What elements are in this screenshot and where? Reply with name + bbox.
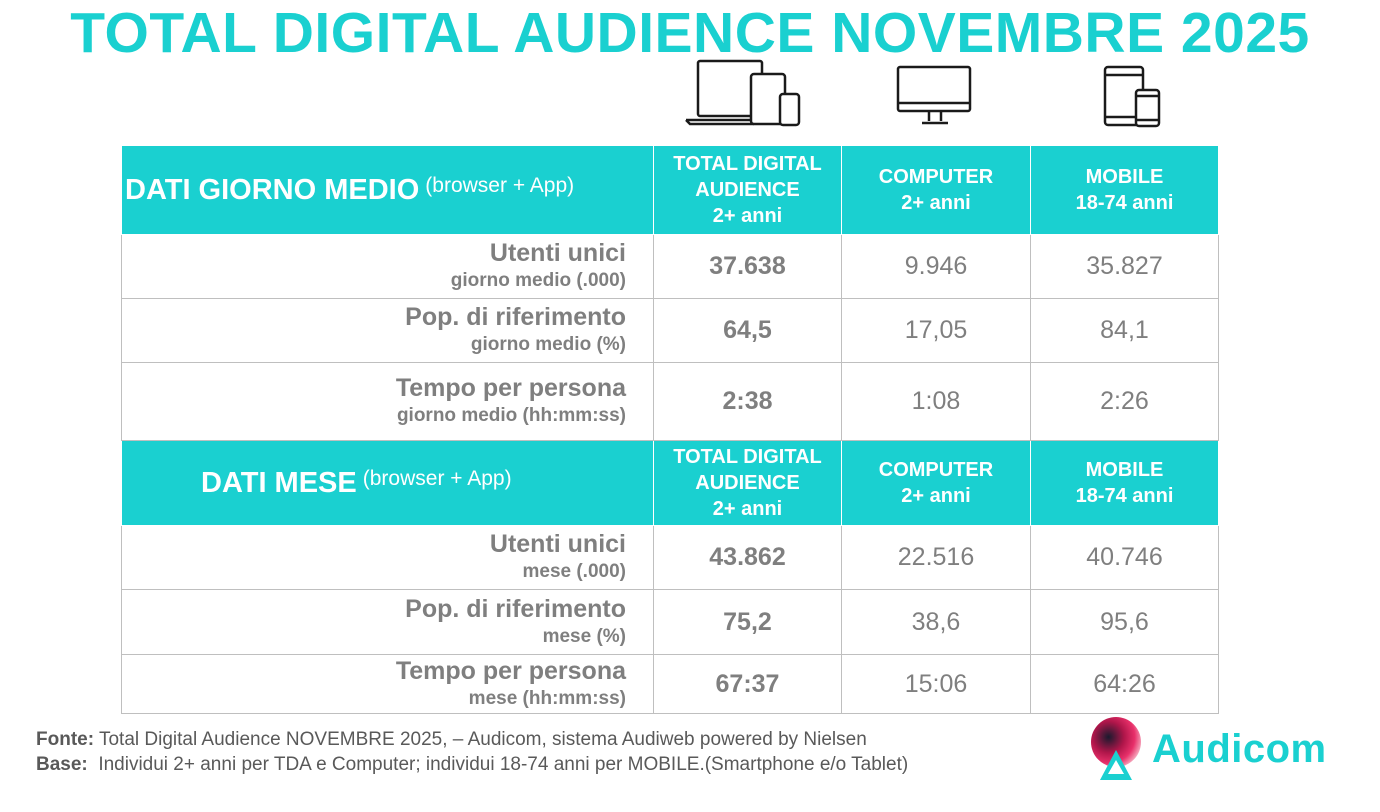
row-label: Pop. di riferimento giorno medio (%) [121, 298, 654, 363]
table-row: Tempo per persona mese (hh:mm:ss) 67:37 … [121, 654, 1219, 714]
column-total-line2: AUDIENCE [695, 179, 800, 201]
value-computer: 38,6 [841, 589, 1031, 655]
value-total: 67:37 [653, 654, 842, 714]
section-header-month: DATI MESE (browser + App) TOTAL DIGITAL A… [121, 440, 1219, 526]
section-day-title: DATI GIORNO MEDIO [125, 173, 420, 206]
table-row: Utenti unici mese (.000) 43.862 22.516 4… [121, 525, 1219, 590]
audience-table: DATI GIORNO MEDIO (browser + App) TOTAL D… [121, 145, 1219, 714]
column-total-line1: TOTAL DIGITAL [673, 446, 822, 468]
row-label: Tempo per persona mese (hh:mm:ss) [121, 654, 654, 714]
column-computer-line2: 2+ anni [901, 192, 971, 214]
row-label-main: Tempo per persona [395, 656, 626, 685]
section-month-title: DATI MESE [201, 466, 357, 499]
desktop-monitor-icon [896, 65, 972, 125]
value-total: 75,2 [653, 589, 842, 655]
footer-notes: Fonte: Total Digital Audience NOVEMBRE 2… [36, 727, 966, 777]
value-total: 2:38 [653, 362, 842, 441]
value-mobile: 95,6 [1030, 589, 1219, 655]
page-title: TOTAL DIGITAL AUDIENCE NOVEMBRE 2025 [70, 1, 1310, 65]
value-computer: 22.516 [841, 525, 1031, 590]
value-mobile: 64:26 [1030, 654, 1219, 714]
table-row: Tempo per persona giorno medio (hh:mm:ss… [121, 362, 1219, 441]
value-computer: 15:06 [841, 654, 1031, 714]
row-label: Utenti unici mese (.000) [121, 525, 654, 590]
column-mobile-line1: MOBILE [1085, 166, 1164, 188]
value-computer: 1:08 [841, 362, 1031, 441]
row-label-main: Tempo per persona [395, 374, 626, 402]
base-note: Base: Individui 2+ anni per TDA e Comput… [36, 752, 966, 777]
column-header-total: TOTAL DIGITAL AUDIENCE 2+ anni [653, 145, 842, 235]
row-label-sub: giorno medio (%) [470, 334, 626, 355]
column-total-line2: AUDIENCE [695, 472, 800, 494]
row-label-main: Pop. di riferimento [405, 303, 626, 331]
all-devices-icon [685, 59, 801, 127]
column-total-line3: 2+ anni [712, 205, 783, 227]
row-label-sub: mese (%) [542, 625, 626, 647]
table-row: Pop. di riferimento giorno medio (%) 64,… [121, 298, 1219, 363]
row-label-sub: giorno medio (.000) [450, 270, 626, 291]
row-label-main: Utenti unici [489, 239, 626, 267]
tablet-smartphone-icon [1103, 65, 1161, 128]
value-computer: 9.946 [841, 234, 1031, 299]
column-computer-line2: 2+ anni [901, 485, 971, 507]
base-text: Individui 2+ anni per TDA e Computer; in… [98, 754, 909, 775]
section-day-title-cell: DATI GIORNO MEDIO (browser + App) [121, 145, 654, 235]
row-label: Utenti unici giorno medio (.000) [121, 234, 654, 299]
column-header-computer: COMPUTER 2+ anni [841, 145, 1031, 235]
column-header-computer: COMPUTER 2+ anni [841, 440, 1031, 526]
source-text: Total Digital Audience NOVEMBRE 2025, – … [98, 729, 867, 750]
audicom-logo-icon [1091, 717, 1141, 780]
row-label-sub: mese (.000) [522, 561, 626, 582]
value-mobile: 35.827 [1030, 234, 1219, 299]
column-header-mobile: MOBILE 18-74 anni [1030, 145, 1219, 235]
column-mobile-line1: MOBILE [1085, 459, 1164, 481]
column-header-mobile: MOBILE 18-74 anni [1030, 440, 1219, 526]
value-computer: 17,05 [841, 298, 1031, 363]
value-mobile: 40.746 [1030, 525, 1219, 590]
section-month-title-cell: DATI MESE (browser + App) [121, 440, 654, 526]
source-note: Fonte: Total Digital Audience NOVEMBRE 2… [36, 727, 966, 752]
source-label: Fonte: [36, 729, 95, 750]
column-mobile-line2: 18-74 anni [1075, 192, 1174, 214]
section-header-day: DATI GIORNO MEDIO (browser + App) TOTAL D… [121, 145, 1219, 235]
value-total: 37.638 [653, 234, 842, 299]
row-label-sub: giorno medio (hh:mm:ss) [396, 405, 626, 426]
row-label: Tempo per persona giorno medio (hh:mm:ss… [121, 362, 654, 441]
column-total-line3: 2+ anni [712, 498, 783, 520]
value-mobile: 2:26 [1030, 362, 1219, 441]
section-month-subtitle: (browser + App) [362, 466, 512, 490]
table-row: Pop. di riferimento mese (%) 75,2 38,6 9… [121, 589, 1219, 655]
column-mobile-line2: 18-74 anni [1075, 485, 1174, 507]
column-computer-line1: COMPUTER [878, 166, 994, 188]
column-computer-line1: COMPUTER [878, 459, 994, 481]
section-day-subtitle: (browser + App) [425, 173, 575, 197]
value-total: 43.862 [653, 525, 842, 590]
value-mobile: 84,1 [1030, 298, 1219, 363]
row-label: Pop. di riferimento mese (%) [121, 589, 654, 655]
row-label-sub: mese (hh:mm:ss) [468, 687, 626, 709]
row-label-main: Pop. di riferimento [405, 594, 626, 623]
column-header-total: TOTAL DIGITAL AUDIENCE 2+ anni [653, 440, 842, 526]
table-row: Utenti unici giorno medio (.000) 37.638 … [121, 234, 1219, 299]
brand-name: Audicom [1152, 727, 1327, 771]
base-label: Base: [36, 754, 88, 775]
row-label-main: Utenti unici [489, 530, 626, 558]
column-total-line1: TOTAL DIGITAL [673, 153, 822, 175]
value-total: 64,5 [653, 298, 842, 363]
